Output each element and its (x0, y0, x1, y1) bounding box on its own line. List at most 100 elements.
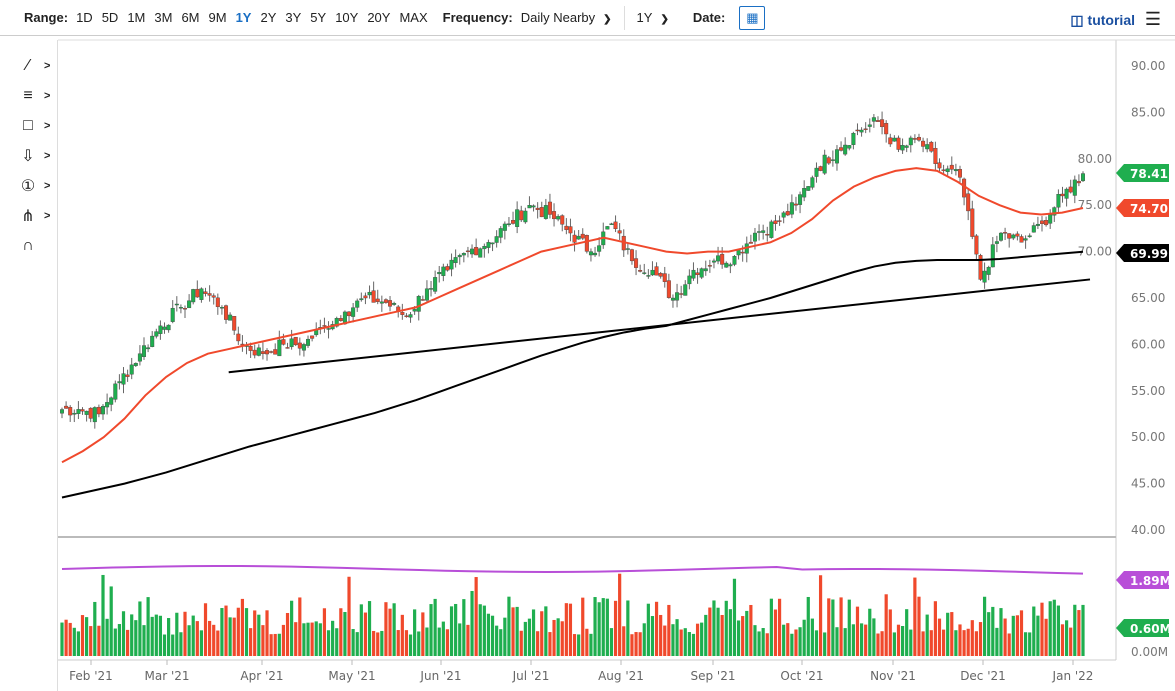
range-max[interactable]: MAX (399, 10, 428, 25)
hamburger-menu-icon[interactable]: ☰ (1144, 9, 1161, 29)
range-6m[interactable]: 6M (181, 10, 200, 25)
candle-down (338, 318, 343, 321)
number-marker-button[interactable]: ① > (18, 175, 54, 197)
candle-down (404, 315, 409, 317)
volume-bar (1011, 615, 1015, 656)
ma200-tag: 69.99 (1130, 247, 1168, 261)
volume-bar (773, 609, 778, 656)
volume-y-tick-label: 0.00M (1131, 645, 1168, 659)
range-3y[interactable]: 3Y (285, 10, 302, 25)
candle-down (1007, 233, 1012, 239)
volume-bar (80, 615, 85, 656)
volume-bar (121, 611, 126, 656)
list-tool-button[interactable]: ≡ > (18, 85, 54, 107)
period-select[interactable]: 1Y ❯ (637, 10, 669, 25)
candle-up (191, 289, 196, 303)
candle-down (215, 297, 220, 308)
volume-bar (999, 608, 1003, 656)
arrow-tool-button[interactable]: ⇩ > (18, 145, 54, 167)
volume-bar (126, 629, 130, 656)
volume-bar (429, 604, 433, 656)
tutorial-link[interactable]: ◫ tutorial (1070, 12, 1135, 29)
line-tool-button[interactable]: ∕ > (18, 55, 54, 77)
volume-bar (720, 614, 724, 656)
volume-bar (347, 576, 351, 656)
x-tick-label: Nov '21 (870, 669, 916, 683)
range-20y[interactable]: 20Y (367, 10, 391, 25)
volume-bar (769, 598, 773, 656)
y-tick-label: 85.00 (1131, 105, 1165, 119)
volume-bar (601, 598, 605, 656)
volume-bar (216, 630, 220, 656)
volume-bar (224, 605, 228, 656)
volume-bar (335, 628, 339, 656)
candle-down (896, 137, 901, 150)
candle-up (174, 303, 179, 306)
volume-bar (527, 618, 532, 656)
magnet-button[interactable]: ∩ (18, 235, 54, 257)
candle-up (789, 202, 794, 215)
volume-bar (523, 621, 527, 656)
candle-up (990, 244, 995, 268)
candle-up (437, 272, 442, 275)
x-tick-label: Sep '21 (691, 669, 736, 683)
volume-bar (515, 606, 519, 656)
volume-ma-tag: 1.89M (1130, 574, 1172, 588)
candle-down (564, 225, 569, 230)
candle-up (424, 288, 429, 301)
volume-bar (388, 608, 392, 656)
volume-bar (704, 614, 708, 656)
volume-bar (597, 602, 601, 656)
volume-bar (179, 632, 183, 656)
volume-bar (995, 627, 999, 656)
candle-up (1064, 188, 1069, 199)
candle-up (142, 345, 147, 357)
range-3m[interactable]: 3M (154, 10, 173, 25)
candle-down (211, 295, 216, 298)
divider (623, 5, 625, 30)
volume-bar (634, 632, 638, 656)
volume-bar (761, 628, 765, 656)
volume-bar (572, 634, 577, 656)
y-tick-label: 75.00 (1078, 198, 1112, 212)
range-10y[interactable]: 10Y (335, 10, 359, 25)
candle-up (802, 188, 807, 198)
candle-up (515, 209, 520, 227)
range-1y[interactable]: 1Y (235, 10, 252, 25)
candle-up (675, 292, 680, 301)
candle-up (806, 186, 811, 191)
candle-down (974, 235, 979, 255)
frequency-select[interactable]: Daily Nearby ❯ (521, 10, 612, 25)
candle-up (162, 326, 167, 330)
candle-down (474, 246, 479, 256)
candle-up (1080, 173, 1085, 182)
range-5y[interactable]: 5Y (310, 10, 327, 25)
range-5d[interactable]: 5D (101, 10, 119, 25)
volume-bar (691, 633, 696, 656)
candle-up (166, 324, 171, 331)
range-1m[interactable]: 1M (127, 10, 146, 25)
volume-bar (991, 606, 995, 656)
volume-bar (736, 620, 741, 656)
candle-down (269, 351, 274, 353)
rectangle-tool-button[interactable]: □ > (18, 115, 54, 137)
candle-down (937, 162, 942, 169)
y-tick-label: 40.00 (1131, 523, 1165, 537)
volume-bar (290, 600, 294, 656)
number-marker-tool-icon: ① (20, 178, 36, 195)
calendar-icon[interactable]: ▦ (739, 5, 766, 30)
range-9m[interactable]: 9M (208, 10, 227, 25)
volume-bar (777, 598, 782, 656)
chevron-right-icon: > (44, 150, 51, 162)
candle-up (301, 344, 306, 351)
volume-bar (1073, 604, 1077, 656)
volume-bar (253, 610, 257, 656)
range-2y[interactable]: 2Y (260, 10, 277, 25)
volume-bar (970, 620, 974, 656)
fibonacci-tool-button[interactable]: ⋔ > (18, 205, 54, 227)
volume-bar (913, 577, 917, 656)
x-tick-label: Aug '21 (598, 669, 644, 683)
range-1d[interactable]: 1D (76, 10, 93, 25)
candle-down (207, 293, 212, 296)
